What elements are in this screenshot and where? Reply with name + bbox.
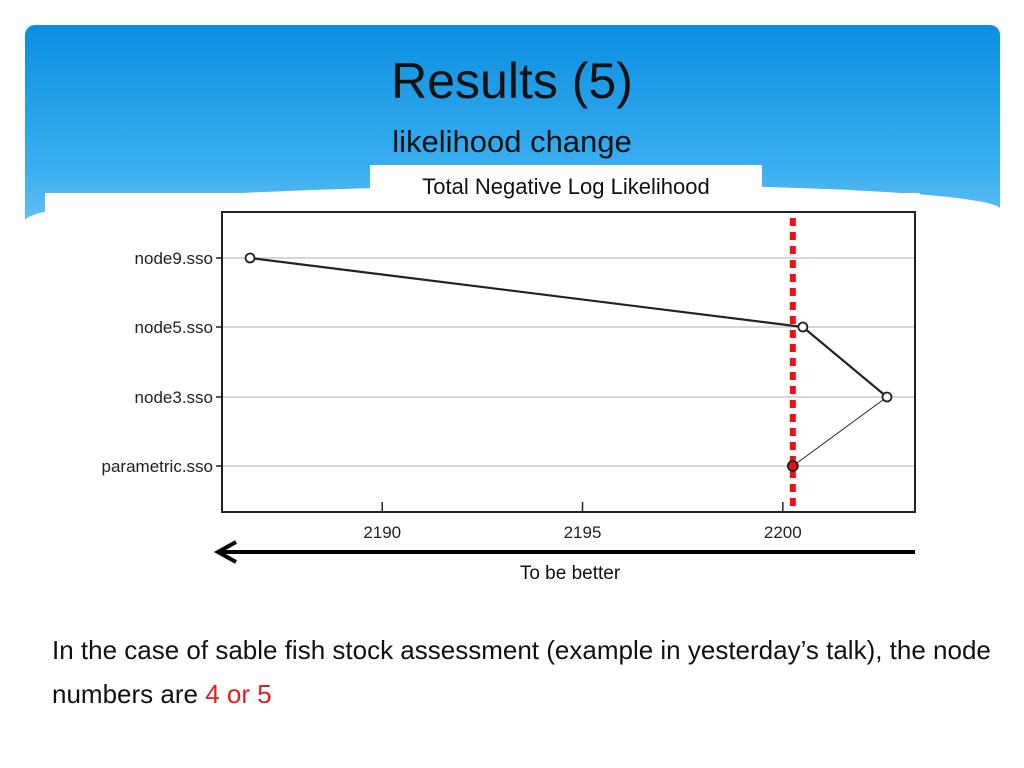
x-tick-label: 2195 (564, 523, 602, 542)
series-line-segment (792, 396, 888, 467)
arrow-left-icon (213, 540, 237, 564)
y-tick-label: parametric.sso (102, 457, 213, 476)
arrow-label: To be better (519, 563, 621, 584)
x-tick-label: 2200 (764, 523, 802, 542)
chart-title: Total Negative Log Likelihood (422, 174, 710, 199)
slide-subtitle: likelihood change (392, 124, 632, 159)
chart-background (45, 193, 920, 548)
data-point (244, 252, 256, 264)
x-tick-label: 2190 (363, 523, 401, 542)
y-tick-label: node5.sso (135, 318, 213, 337)
series-line-segment (802, 326, 888, 398)
plot-frame (221, 211, 916, 513)
data-point (786, 460, 799, 472)
series-line-segment (249, 256, 803, 329)
body-text-highlight: 4 or 5 (205, 679, 272, 709)
data-point (797, 321, 809, 333)
y-tick-label: node9.sso (135, 249, 213, 268)
body-text: In the case of sable fish stock assessme… (52, 628, 1012, 716)
data-point (881, 391, 893, 403)
body-text-main: In the case of sable fish stock assessme… (52, 635, 991, 709)
y-tick-label: node3.sso (135, 388, 213, 407)
chart-title-box (370, 165, 762, 210)
slide-title: Results (5) (391, 53, 633, 109)
